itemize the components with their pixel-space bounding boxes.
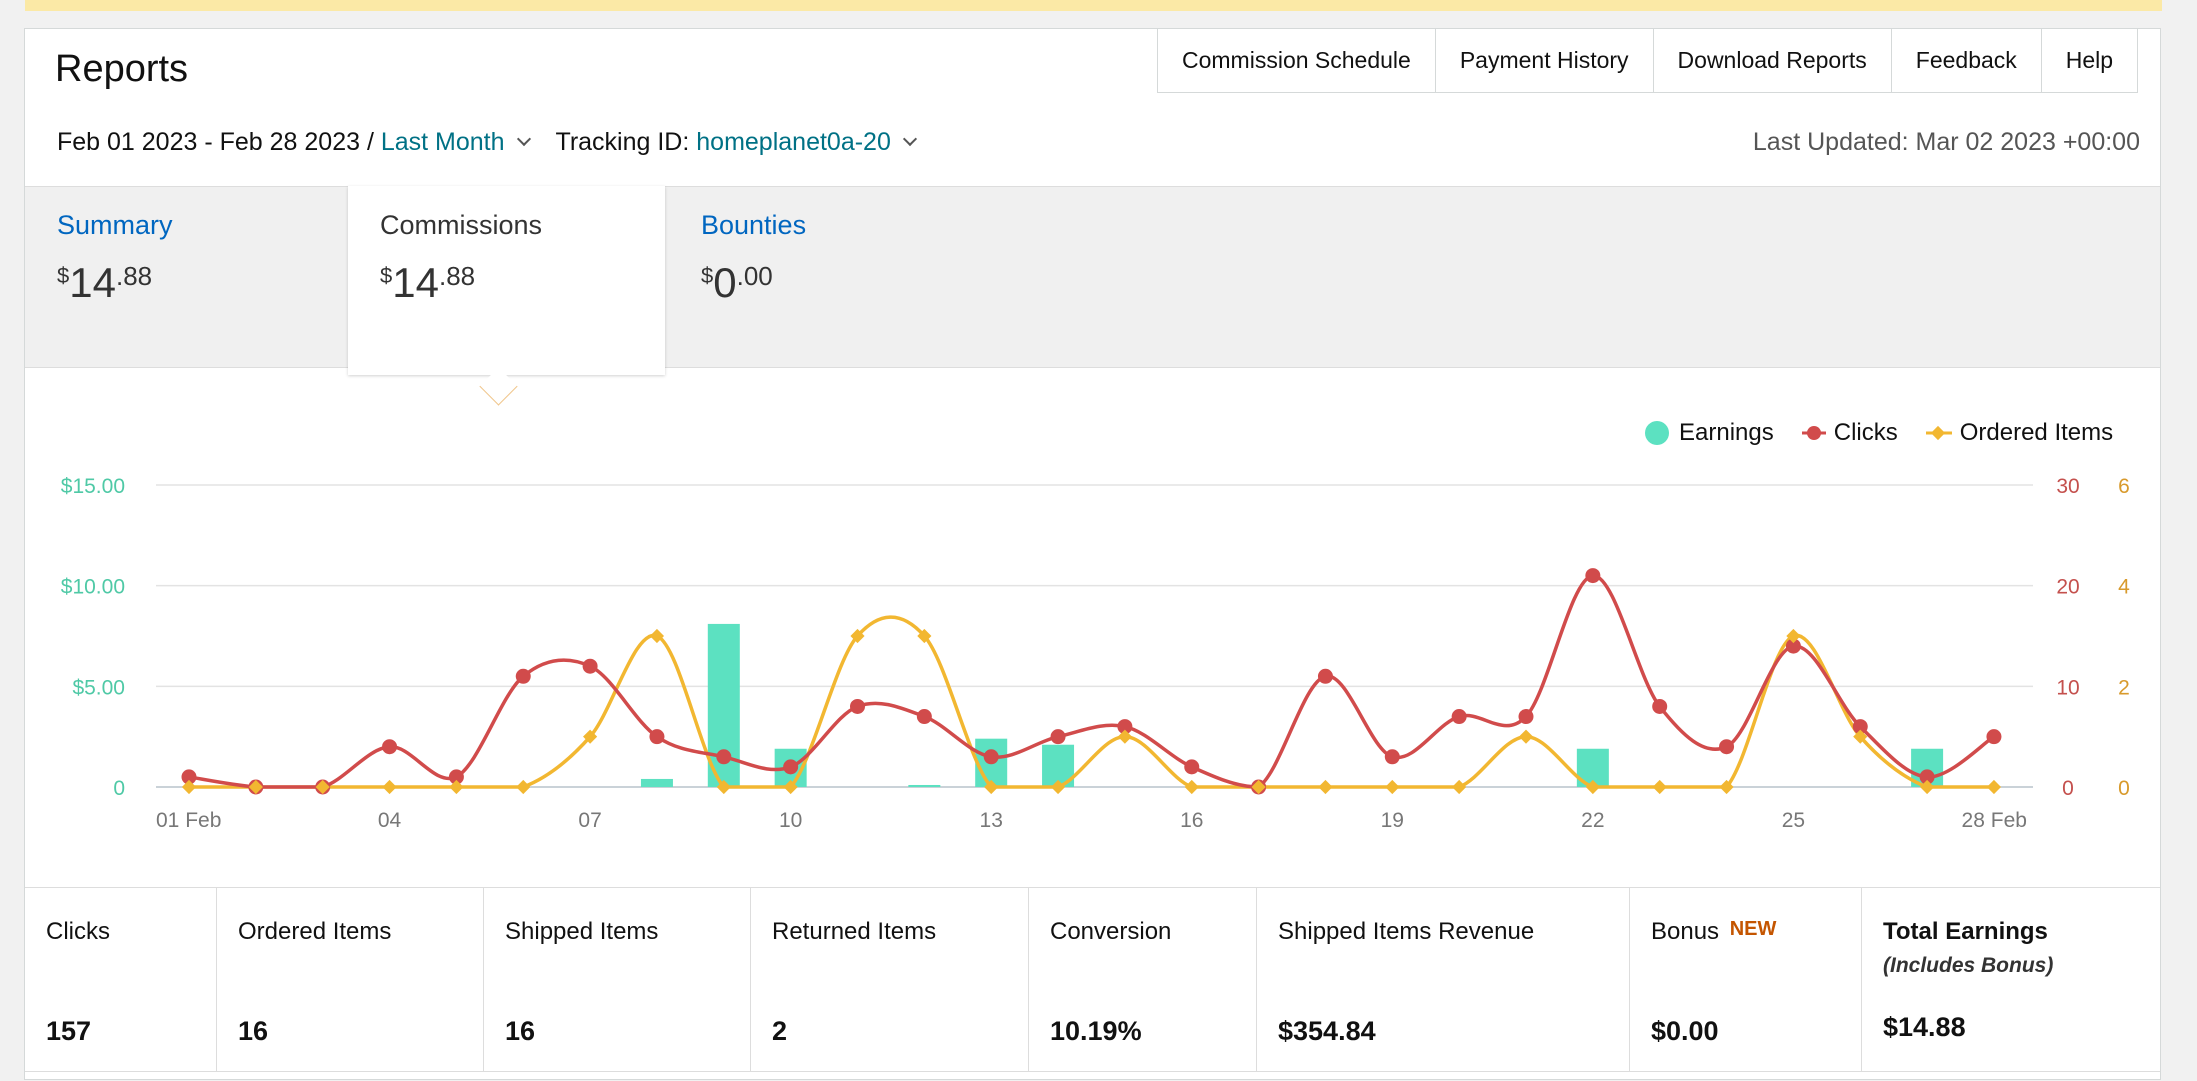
stat-label: Clicks	[46, 918, 110, 945]
summary-tabs	[25, 186, 2160, 368]
stat-conversion: Conversion 10.19%	[1029, 888, 1257, 1071]
stat-value: $0.00	[1651, 1016, 1719, 1046]
ordered-line-icon	[1925, 425, 1952, 441]
stat-label: Returned Items	[772, 918, 937, 945]
page-title: Reports	[55, 48, 189, 90]
stat-value: $354.84	[1278, 1016, 1376, 1046]
report-filters: Feb 01 2023 - Feb 28 2023 / Last Month T…	[57, 128, 925, 157]
tab-bounties-amount: $0.00	[701, 259, 773, 306]
report-nav: Commission Schedule Payment History Down…	[1157, 28, 2139, 93]
stat-returned-items: Returned Items 2	[751, 888, 1029, 1071]
stat-shipped-items: Shipped Items 16	[484, 888, 751, 1071]
help-button[interactable]: Help	[2042, 28, 2139, 92]
tab-summary[interactable]: Summary $14.88	[57, 210, 173, 307]
date-preset-dropdown[interactable]: Last Month	[380, 128, 505, 156]
earnings-dot-icon	[1645, 421, 1669, 445]
tab-bounties[interactable]: Bounties $0.00	[701, 210, 806, 307]
date-range-text: Feb 01 2023 - Feb 28 2023 /	[57, 128, 381, 156]
legend-ordered-items[interactable]: Ordered Items	[1924, 418, 2113, 448]
stat-label: Total Earnings (Includes Bonus)	[1883, 918, 2054, 977]
stat-label: Shipped Items	[505, 918, 659, 945]
tab-commissions-label: Commissions	[380, 210, 543, 240]
legend-clicks[interactable]: Clicks	[1800, 418, 1898, 448]
stat-label: Ordered Items	[238, 918, 392, 945]
tab-commissions[interactable]: Commissions $14.88	[380, 210, 542, 307]
tracking-id-dropdown[interactable]: homeplanet0a-20	[696, 128, 891, 156]
active-tab-card	[348, 186, 665, 375]
payment-history-button[interactable]: Payment History	[1436, 28, 1654, 92]
last-updated: Last Updated: Mar 02 2023 +00:00	[1752, 128, 2140, 156]
stat-value: 10.19%	[1050, 1016, 1142, 1046]
stat-value: 16	[505, 1016, 536, 1046]
tab-summary-label[interactable]: Summary	[57, 210, 173, 240]
stat-sub-label: (Includes Bonus)	[1883, 954, 2054, 977]
clicks-line-icon	[1801, 426, 1826, 440]
tab-summary-amount: $14.88	[57, 259, 153, 306]
notice-bar	[25, 0, 2162, 11]
stat-label: Bonus NEW	[1651, 918, 1777, 945]
stat-value: 2	[772, 1016, 788, 1046]
stat-ordered-items: Ordered Items 16	[217, 888, 484, 1071]
chevron-down-icon[interactable]	[902, 131, 917, 147]
commission-schedule-button[interactable]: Commission Schedule	[1158, 28, 1436, 92]
stat-total-earnings: Total Earnings (Includes Bonus) $14.88	[1862, 888, 2160, 1071]
stat-value: 16	[238, 1016, 269, 1046]
tracking-label: Tracking ID:	[555, 128, 697, 156]
stats-row: Clicks 157 Ordered Items 16 Shipped Item…	[25, 887, 2160, 1072]
new-badge: NEW	[1729, 918, 1777, 940]
stat-clicks: Clicks 157	[25, 888, 217, 1071]
tab-bounties-label[interactable]: Bounties	[701, 210, 807, 240]
stat-value: 157	[46, 1016, 92, 1046]
legend-earnings[interactable]: Earnings	[1643, 418, 1774, 448]
chart-legend: Earnings Clicks Ordered Items	[1643, 418, 2139, 448]
stat-shipped-revenue: Shipped Items Revenue $354.84	[1257, 888, 1630, 1071]
stat-label: Shipped Items Revenue	[1278, 918, 1535, 945]
stat-bonus: Bonus NEW $0.00	[1630, 888, 1862, 1071]
download-reports-button[interactable]: Download Reports	[1654, 28, 1892, 92]
feedback-button[interactable]: Feedback	[1892, 28, 2042, 92]
stat-label: Conversion	[1050, 918, 1172, 945]
stat-value: $14.88	[1883, 1012, 1966, 1042]
chevron-down-icon[interactable]	[516, 131, 531, 147]
tab-commissions-amount: $14.88	[380, 259, 476, 306]
